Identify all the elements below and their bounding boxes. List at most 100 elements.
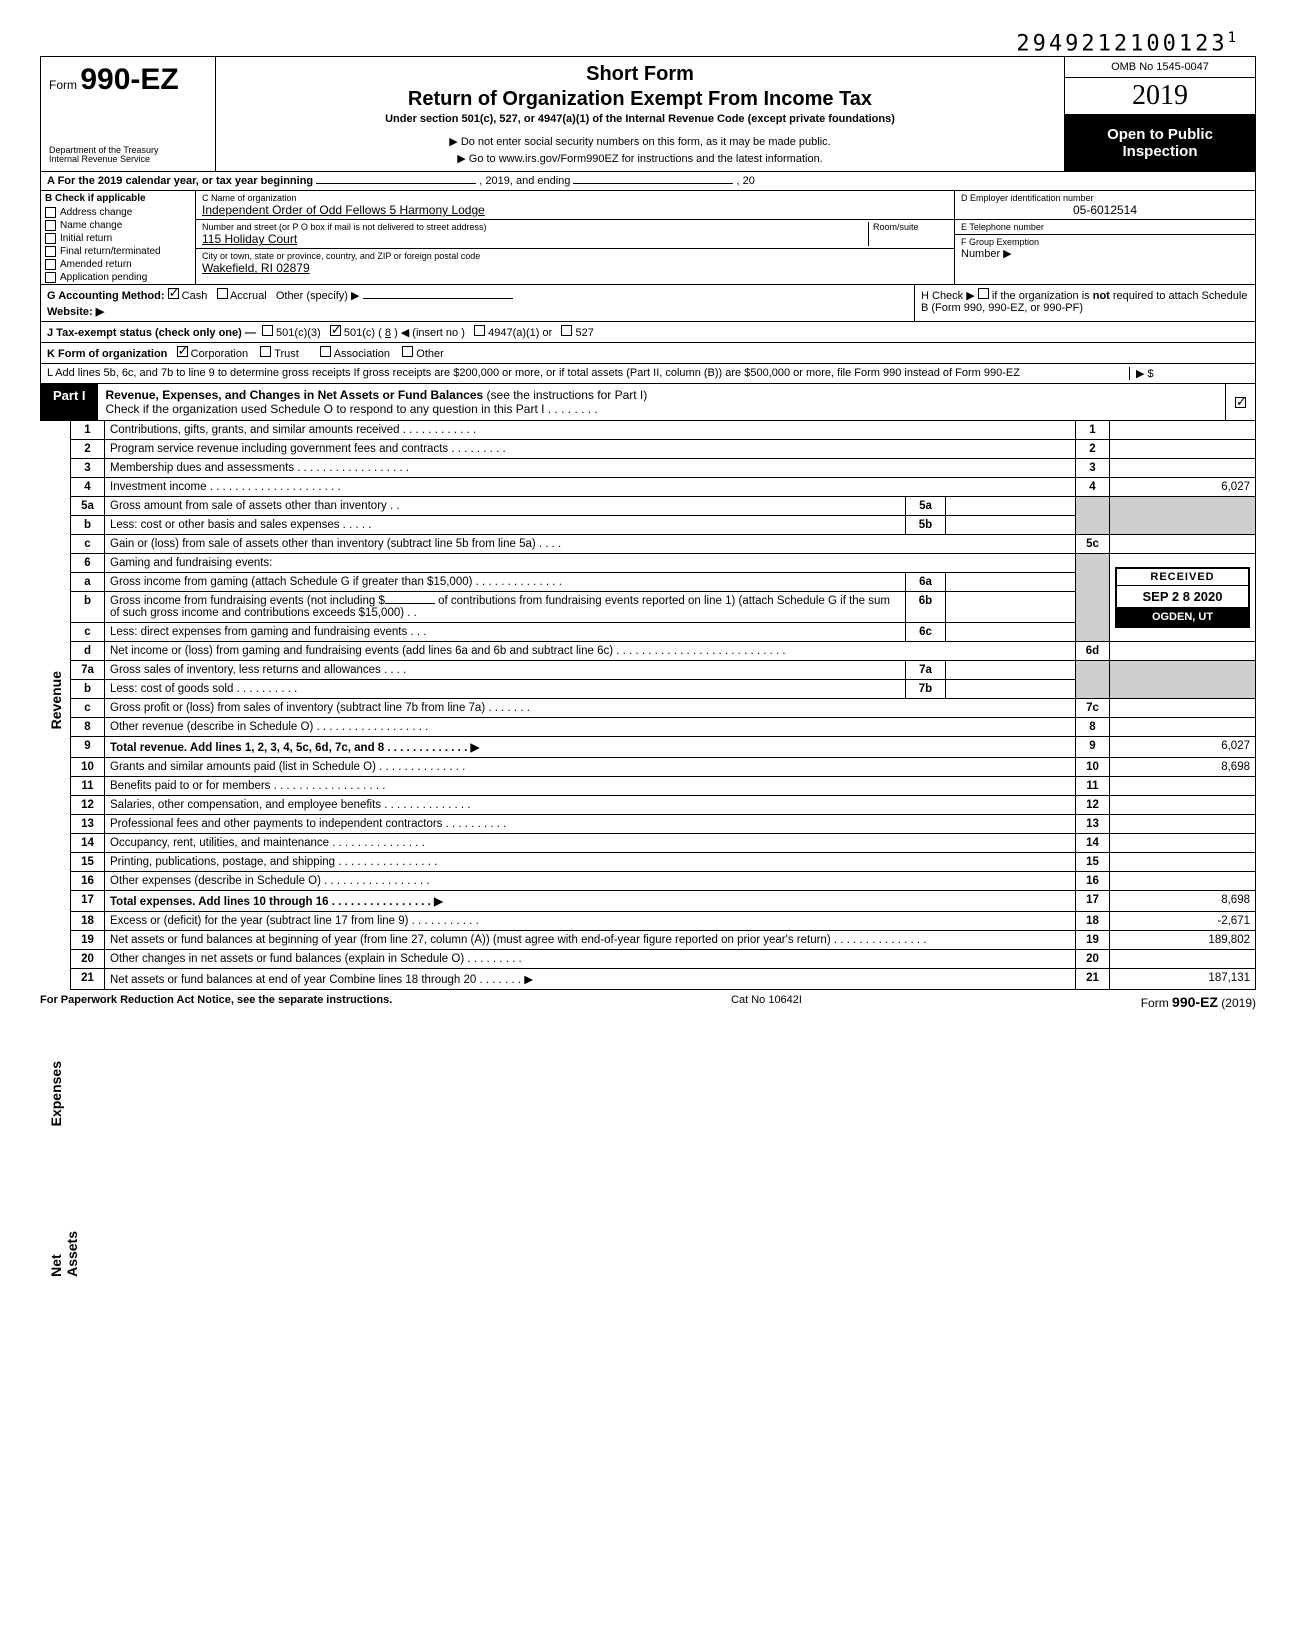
lbl-501c3: 501(c)(3) — [276, 327, 321, 339]
row-j-tax-status: J Tax-exempt status (check only one) — 5… — [40, 322, 1256, 343]
tax-year: 2019 — [1065, 78, 1255, 115]
lbl-final-return: Final return/terminated — [60, 246, 161, 257]
line-1: 1 Contributions, gifts, grants, and simi… — [71, 421, 1256, 440]
roomsuite-label: Room/suite — [868, 222, 948, 246]
line-6: 6 Gaming and fundraising events: RECEIVE… — [71, 554, 1256, 573]
lbl-corporation: Corporation — [191, 348, 248, 360]
form-subtitle: Under section 501(c), 527, or 4947(a)(1)… — [226, 113, 1054, 125]
org-name-label: C Name of organization — [202, 193, 948, 203]
row-k-form-of-org: K Form of organization Corporation Trust… — [40, 343, 1256, 364]
col-b-checkboxes: B Check if applicable Address change Nam… — [41, 191, 196, 284]
lbl-527: 527 — [576, 327, 594, 339]
chk-527[interactable] — [561, 325, 572, 336]
lbl-address-change: Address change — [60, 207, 132, 218]
part-1-header: Part I Revenue, Expenses, and Changes in… — [40, 384, 1256, 421]
received-stamp: RECEIVED SEP 2 8 2020 OGDEN, UT — [1115, 567, 1250, 628]
part-1-tag: Part I — [41, 384, 98, 420]
line-3: 3 Membership dues and assessments . . . … — [71, 459, 1256, 478]
accounting-method-label: G Accounting Method: — [47, 290, 165, 302]
val-501c-num: 8 — [385, 327, 391, 339]
chk-schedule-b[interactable] — [978, 288, 989, 299]
row-g-h: G Accounting Method: Cash Accrual Other … — [40, 285, 1256, 322]
chk-name-change[interactable] — [45, 220, 56, 231]
chk-501c3[interactable] — [262, 325, 273, 336]
street-label: Number and street (or P O box if mail is… — [202, 222, 948, 232]
line-4: 4 Investment income . . . . . . . . . . … — [71, 478, 1256, 497]
lbl-4947a1: 4947(a)(1) or — [488, 327, 552, 339]
chk-final-return[interactable] — [45, 246, 56, 257]
chk-501c[interactable] — [330, 325, 341, 336]
part-1-title: Revenue, Expenses, and Changes in Net As… — [106, 388, 484, 402]
line-10: 10 Grants and similar amounts paid (list… — [71, 758, 1256, 777]
chk-trust[interactable] — [260, 346, 271, 357]
line-2: 2 Program service revenue including gove… — [71, 440, 1256, 459]
website-label: Website: ▶ — [47, 306, 104, 318]
chk-schedule-o-used[interactable] — [1235, 397, 1246, 408]
lbl-accrual: Accrual — [230, 290, 267, 302]
side-label-revenue: Revenue — [48, 671, 64, 729]
chk-4947a1[interactable] — [474, 325, 485, 336]
part-1-check-line: Check if the organization used Schedule … — [106, 402, 1217, 416]
footer-left: For Paperwork Reduction Act Notice, see … — [40, 994, 392, 1006]
chk-corporation[interactable] — [177, 346, 188, 357]
irs-link-note: ▶ Go to www.irs.gov/Form990EZ for instru… — [226, 152, 1054, 165]
lbl-initial-return: Initial return — [60, 233, 112, 244]
line-12: 12 Salaries, other compensation, and emp… — [71, 796, 1256, 815]
lbl-trust: Trust — [274, 348, 299, 360]
line-17: 17 Total expenses. Add lines 10 through … — [71, 891, 1256, 912]
chk-address-change[interactable] — [45, 207, 56, 218]
open-to-public: Open to Public Inspection — [1065, 115, 1255, 171]
lbl-501c-close: ) ◀ (insert no ) — [394, 327, 465, 339]
chk-other-org[interactable] — [402, 346, 413, 357]
row-l-gross-receipts: L Add lines 5b, 6c, and 7b to line 9 to … — [40, 364, 1256, 384]
city-label: City or town, state or province, country… — [202, 251, 948, 261]
lbl-association: Association — [334, 348, 390, 360]
h-schedule-b: H Check ▶ if the organization is not req… — [915, 285, 1255, 321]
line-21: 21 Net assets or fund balances at end of… — [71, 969, 1256, 990]
row-a-calendar-year: A For the 2019 calendar year, or tax yea… — [40, 172, 1256, 191]
form-number: Form 990-EZ — [49, 63, 207, 97]
street-value: 115 Holiday Court — [202, 232, 948, 246]
line-11: 11 Benefits paid to or for members . . .… — [71, 777, 1256, 796]
org-name-value: Independent Order of Odd Fellows 5 Harmo… — [202, 203, 948, 217]
chk-amended-return[interactable] — [45, 259, 56, 270]
phone-label: E Telephone number — [961, 222, 1249, 232]
line-5c: c Gain or (loss) from sale of assets oth… — [71, 535, 1256, 554]
lbl-501c-open: 501(c) ( — [344, 327, 382, 339]
footer-cat-no: Cat No 10642I — [731, 994, 802, 1010]
side-label-expenses: Expenses — [48, 1061, 64, 1126]
lbl-name-change: Name change — [60, 220, 122, 231]
col-c-org-info: C Name of organization Independent Order… — [196, 191, 955, 284]
line-5a: 5a Gross amount from sale of assets othe… — [71, 497, 1256, 516]
line-9: 9 Total revenue. Add lines 1, 2, 3, 4, 5… — [71, 737, 1256, 758]
line-18: 18 Excess or (deficit) for the year (sub… — [71, 912, 1256, 931]
line-19: 19 Net assets or fund balances at beginn… — [71, 931, 1256, 950]
line-7c: c Gross profit or (loss) from sales of i… — [71, 699, 1256, 718]
ein-value: 05-6012514 — [961, 203, 1249, 217]
ein-label: D Employer identification number — [961, 193, 1249, 203]
chk-accrual[interactable] — [217, 288, 228, 299]
line-20: 20 Other changes in net assets or fund b… — [71, 950, 1256, 969]
lbl-application-pending: Application pending — [60, 272, 147, 283]
part-1-table: 1 Contributions, gifts, grants, and simi… — [70, 421, 1256, 990]
group-exemption-number: Number ▶ — [961, 247, 1249, 260]
form-header: Form 990-EZ Department of the Treasury I… — [40, 56, 1256, 172]
form-title: Return of Organization Exempt From Incom… — [226, 88, 1054, 111]
col-b-header: B Check if applicable — [41, 191, 195, 206]
chk-initial-return[interactable] — [45, 233, 56, 244]
line-16: 16 Other expenses (describe in Schedule … — [71, 872, 1256, 891]
lbl-other-org: Other — [416, 348, 444, 360]
ssn-note: ▶ Do not enter social security numbers o… — [226, 135, 1054, 148]
line-8: 8 Other revenue (describe in Schedule O)… — [71, 718, 1256, 737]
chk-association[interactable] — [320, 346, 331, 357]
chk-cash[interactable] — [168, 288, 179, 299]
chk-application-pending[interactable] — [45, 272, 56, 283]
col-def: D Employer identification number 05-6012… — [955, 191, 1255, 284]
short-form-label: Short Form — [226, 63, 1054, 86]
side-label-netassets: Net Assets — [48, 1231, 80, 1277]
part-1-title-rest: (see the instructions for Part I) — [483, 388, 647, 402]
lbl-amended-return: Amended return — [60, 259, 132, 270]
row-l-arrow: ▶ $ — [1129, 367, 1249, 380]
line-14: 14 Occupancy, rent, utilities, and maint… — [71, 834, 1256, 853]
lbl-cash: Cash — [182, 290, 208, 302]
